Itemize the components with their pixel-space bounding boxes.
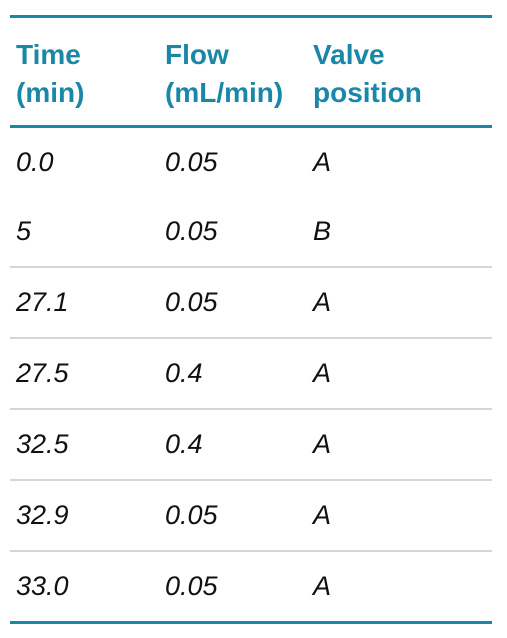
table-cell: 0.05 xyxy=(165,216,218,246)
table-cell: 0.0 xyxy=(16,147,54,177)
table-row: 5 0.05 B xyxy=(10,197,492,267)
table-cell: B xyxy=(313,216,332,246)
table-cell: A xyxy=(307,408,492,480)
table-cell: 27.1 xyxy=(10,266,159,338)
table-row: 32.5 0.4 A xyxy=(10,408,492,480)
table-row: 33.0 0.05 A xyxy=(10,550,492,624)
table-cell: A xyxy=(307,337,492,409)
table-cell: 27.5 xyxy=(10,337,159,409)
table-cell: 33.0 xyxy=(10,550,159,624)
header-text: Valve position xyxy=(313,39,422,108)
header-cell: Flow (mL/min) xyxy=(159,15,307,128)
table-cell: 0.4 xyxy=(159,408,307,480)
table-cell: 0.05 xyxy=(159,266,307,338)
table-cell: A xyxy=(307,266,492,338)
header-cell: Time (min) xyxy=(10,15,159,128)
table-cell: 0.4 xyxy=(159,337,307,409)
table-row: 27.5 0.4 A xyxy=(10,337,492,409)
table-cell: A xyxy=(313,147,332,177)
header-text: Flow (mL/min) xyxy=(165,39,284,108)
table-cell: A xyxy=(307,479,492,551)
table-row: 27.1 0.05 A xyxy=(10,266,492,338)
table-cell: 32.9 xyxy=(10,479,159,551)
table-cell: 32.5 xyxy=(10,408,159,480)
table-cell: A xyxy=(307,550,492,624)
table-row: 0.0 0.05 A xyxy=(10,127,492,198)
header-row: Time (min) Flow (mL/min) Valve position xyxy=(10,15,492,128)
table-cell: 0.05 xyxy=(159,479,307,551)
gradient-table: Time (min) Flow (mL/min) Valve position … xyxy=(10,15,492,624)
table-header: Time (min) Flow (mL/min) Valve position xyxy=(10,15,492,128)
table-cell: 5 xyxy=(16,216,32,246)
table-body: 0.0 0.05 A 5 0.05 B 27.1 0.05 A 27.5 0.4 A 32.5 0.4 A 3… xyxy=(10,127,492,624)
header-text: Time (min) xyxy=(16,39,85,108)
table-cell: 0.05 xyxy=(165,147,218,177)
header-cell: Valve position xyxy=(307,15,492,128)
table-cell: 0.05 xyxy=(159,550,307,624)
table-row: 32.9 0.05 A xyxy=(10,479,492,551)
